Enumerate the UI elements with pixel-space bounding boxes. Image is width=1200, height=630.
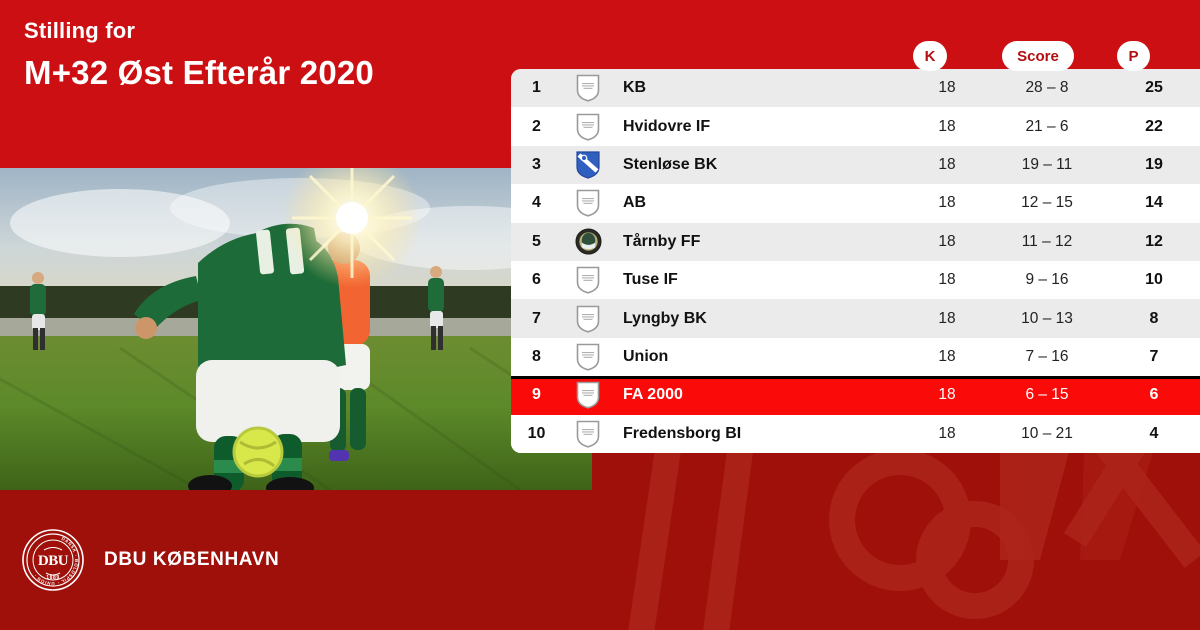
svg-text:1889: 1889 — [46, 575, 60, 581]
column-badge-p: P — [1117, 41, 1150, 71]
table-row[interactable]: 8 Union 18 7 – 16 7 — [511, 337, 1200, 377]
row-rank: 4 — [532, 194, 541, 212]
column-header-badges: K Score P — [0, 41, 1200, 73]
row-matches-played: 18 — [938, 386, 956, 404]
row-team-name: Tårnby FF — [623, 232, 701, 250]
row-goal-score: 9 – 16 — [1025, 271, 1069, 289]
header-text: Stilling for M+32 Øst Efterår 2020 — [24, 18, 374, 94]
column-badge-k: K — [913, 41, 947, 71]
row-goal-score: 6 – 15 — [1025, 386, 1069, 404]
page-kicker: Stilling for — [24, 18, 136, 43]
row-team-name: Hvidovre IF — [623, 117, 711, 135]
row-points: 19 — [1145, 155, 1163, 173]
page-title: M+32 Øst Efterår 2020 — [24, 54, 374, 92]
footer: DANSK · BOLDSPIL · UNION · DBU 1889 DBU … — [0, 490, 1200, 630]
row-team-name: FA 2000 — [623, 386, 683, 404]
row-team-name: Union — [623, 347, 669, 365]
generic-shield-crest — [562, 419, 614, 449]
row-matches-played: 18 — [938, 347, 956, 365]
table-row[interactable]: 2 Hvidovre IF 18 21 – 6 22 — [511, 107, 1200, 146]
row-goal-score: 12 – 15 — [1021, 194, 1073, 212]
row-rank: 6 — [532, 271, 541, 289]
row-team-name: Tuse IF — [623, 271, 678, 289]
row-rank: 7 — [532, 309, 541, 327]
row-rank: 5 — [532, 232, 541, 250]
football-match-photo — [0, 168, 592, 490]
stenlose-bk-blue-crest — [562, 150, 614, 180]
column-badge-score: Score — [1002, 41, 1074, 71]
table-row[interactable]: 10 Fredensborg BI 18 10 – 21 4 — [511, 414, 1200, 453]
generic-shield-crest — [562, 342, 614, 372]
generic-shield-crest — [562, 304, 614, 334]
generic-shield-crest — [562, 188, 614, 218]
row-goal-score: 21 – 6 — [1025, 117, 1069, 135]
row-rank: 1 — [532, 79, 541, 97]
row-matches-played: 18 — [938, 117, 956, 135]
row-points: 22 — [1145, 117, 1163, 135]
table-row[interactable]: 1 KB 18 28 – 8 25 — [511, 69, 1200, 108]
row-goal-score: 10 – 13 — [1021, 309, 1073, 327]
row-rank: 3 — [532, 155, 541, 173]
row-goal-score: 11 – 12 — [1021, 232, 1073, 250]
row-goal-score: 28 – 8 — [1025, 79, 1069, 97]
row-team-name: KB — [623, 79, 647, 97]
table-row[interactable]: 5 Tårnby FF 18 11 – 12 12 — [511, 222, 1200, 261]
tarnby-ff-round-crest — [562, 228, 614, 255]
generic-shield-crest — [562, 380, 614, 410]
generic-shield-crest — [562, 265, 614, 295]
row-rank: 8 — [532, 347, 541, 365]
row-matches-played: 18 — [938, 309, 956, 327]
standings-table: 1 KB 18 28 – 8 25 2 Hvidovre IF 18 21 – 6 22 3 Sten… — [511, 69, 1200, 453]
row-points: 14 — [1145, 194, 1163, 212]
row-points: 8 — [1149, 309, 1159, 327]
dbu-logo-icon: DANSK · BOLDSPIL · UNION · DBU 1889 — [22, 529, 84, 591]
row-matches-played: 18 — [938, 271, 956, 289]
row-team-name: Lyngby BK — [623, 309, 707, 327]
row-team-name: Stenløse BK — [623, 155, 718, 173]
generic-shield-crest — [562, 112, 614, 142]
row-matches-played: 18 — [938, 155, 956, 173]
row-goal-score: 19 – 11 — [1021, 155, 1073, 173]
row-team-name: AB — [623, 194, 647, 212]
row-rank: 2 — [532, 117, 541, 135]
row-matches-played: 18 — [938, 424, 956, 442]
row-team-name: Fredensborg BI — [623, 424, 742, 442]
table-row[interactable]: 3 Stenløse BK 18 19 – 11 19 — [511, 145, 1200, 185]
row-points: 6 — [1149, 386, 1159, 404]
row-matches-played: 18 — [938, 232, 956, 250]
svg-text:DBU: DBU — [38, 553, 69, 569]
row-points: 25 — [1145, 79, 1163, 97]
row-goal-score: 7 – 16 — [1025, 347, 1069, 365]
row-points: 7 — [1149, 347, 1159, 365]
row-points: 12 — [1145, 232, 1163, 250]
row-goal-score: 10 – 21 — [1021, 424, 1073, 442]
row-rank: 10 — [527, 424, 546, 442]
table-row[interactable]: 9 FA 2000 18 6 – 15 6 — [511, 376, 1200, 415]
row-points: 4 — [1149, 424, 1159, 442]
row-points: 10 — [1145, 271, 1163, 289]
table-row[interactable]: 7 Lyngby BK 18 10 – 13 8 — [511, 299, 1200, 338]
table-row[interactable]: 6 Tuse IF 18 9 – 16 10 — [511, 260, 1200, 300]
row-rank: 9 — [532, 386, 541, 404]
table-row[interactable]: 4 AB 18 12 – 15 14 — [511, 184, 1200, 223]
row-matches-played: 18 — [938, 194, 956, 212]
generic-shield-crest — [562, 73, 614, 103]
row-matches-played: 18 — [938, 79, 956, 97]
footer-organisation-name: DBU KØBENHAVN — [104, 549, 280, 570]
